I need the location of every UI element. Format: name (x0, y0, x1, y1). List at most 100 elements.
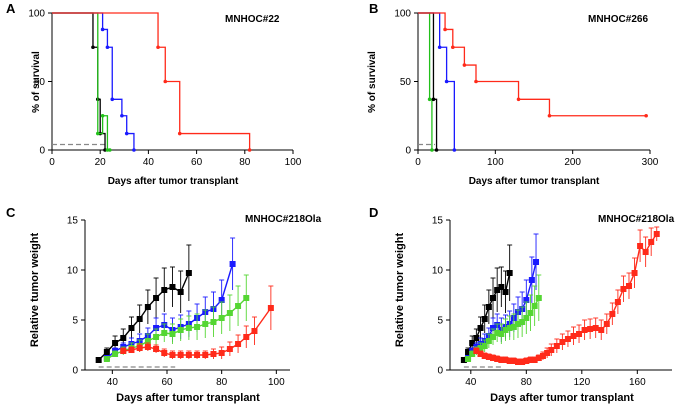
data-point (519, 359, 526, 365)
data-point (514, 321, 521, 327)
data-point (502, 289, 509, 295)
data-point (185, 325, 192, 331)
data-point (136, 345, 143, 351)
data-point (490, 295, 497, 301)
data-point (485, 338, 492, 344)
data-point (202, 352, 209, 358)
censor-point (108, 148, 112, 152)
y-tick-label: 10 (67, 266, 79, 277)
x-tick-label: 160 (629, 377, 646, 388)
y-tick-label: 50 (34, 77, 46, 88)
data-point (161, 350, 168, 356)
data-point (527, 310, 534, 316)
panel-letter: B (369, 1, 378, 16)
data-point (210, 319, 217, 325)
data-point (587, 326, 594, 332)
series-green (418, 12, 434, 152)
data-point (506, 358, 513, 364)
model-annotation: MNHOC#218Ola (598, 214, 675, 225)
x-tick-label: 200 (564, 157, 581, 168)
data-point (161, 287, 168, 293)
data-point (494, 330, 501, 336)
x-tick-label: 120 (573, 377, 590, 388)
model-annotation: MNHOC#218Ola (245, 214, 322, 225)
data-point (535, 355, 542, 361)
data-point (490, 355, 497, 361)
data-point (469, 351, 476, 357)
mean-line-blue (106, 263, 234, 359)
censor-point (120, 113, 124, 118)
data-point (473, 348, 480, 354)
data-point (481, 316, 488, 322)
y-tick-label: 5 (437, 316, 443, 327)
data-point (519, 319, 526, 325)
data-point (202, 321, 209, 327)
series-red (120, 285, 274, 359)
censor-point (105, 45, 110, 50)
data-point (136, 316, 143, 322)
censor-point (452, 148, 457, 152)
data-point (528, 277, 535, 283)
panel-letter: D (369, 205, 378, 220)
data-point (581, 327, 588, 333)
data-point (653, 231, 660, 237)
data-point (539, 353, 546, 359)
data-point (473, 335, 480, 341)
series-blue (52, 12, 136, 152)
censor-point (100, 113, 105, 118)
data-point (535, 295, 542, 301)
data-point (531, 357, 538, 363)
data-point (161, 330, 168, 336)
data-point (477, 351, 484, 357)
data-point (598, 327, 605, 333)
y-tick-label: 0 (72, 366, 78, 377)
y-tick-label: 5 (72, 316, 78, 327)
data-point (559, 339, 566, 345)
x-tick-label: 40 (465, 377, 477, 388)
x-tick-label: 0 (49, 157, 55, 168)
data-point (112, 340, 119, 346)
data-point (153, 346, 160, 352)
data-point (120, 348, 127, 354)
data-point (185, 270, 192, 276)
data-point (648, 239, 655, 245)
data-point (498, 331, 505, 337)
y-axis-title: Relative tumor weight (29, 233, 41, 348)
data-point (506, 270, 513, 276)
data-point (226, 346, 233, 352)
x-tick-label: 80 (239, 157, 251, 168)
censor-point (247, 148, 252, 152)
survival-curve-black (52, 12, 106, 150)
data-point (120, 335, 127, 341)
x-tick-label: 300 (642, 157, 659, 168)
data-point (642, 249, 649, 255)
x-axis-title: Days after tumor transplant (108, 176, 239, 187)
y-tick-label: 0 (39, 146, 45, 157)
series-black (52, 12, 107, 152)
data-point (548, 347, 555, 353)
series-red (52, 12, 252, 152)
data-point (267, 305, 274, 311)
data-point (514, 359, 521, 365)
panel-b: B MNHOC#266 0 100 200 300 0 50 100 Days after tum… (367, 1, 659, 187)
x-tick-label: 100 (487, 157, 504, 168)
x-tick-label: 20 (95, 157, 107, 168)
censor-point (474, 79, 478, 84)
data-point (510, 324, 517, 330)
data-point (502, 357, 509, 363)
data-point (576, 331, 583, 337)
panel-a: A MNHOC#22 0 20 40 60 80 100 0 50 100 Days after tu… (6, 1, 302, 187)
data-point (490, 334, 497, 340)
data-point (177, 352, 184, 358)
data-point (481, 353, 488, 359)
survival-curve-green (52, 12, 110, 151)
censor-point (156, 45, 160, 50)
mean-line-red (475, 233, 658, 363)
x-tick-label: 40 (143, 157, 155, 168)
data-point (251, 328, 258, 334)
x-axis-title: Days after tumor transplant (469, 176, 600, 187)
data-point (510, 358, 517, 364)
data-point (226, 310, 233, 316)
data-point (523, 315, 530, 321)
